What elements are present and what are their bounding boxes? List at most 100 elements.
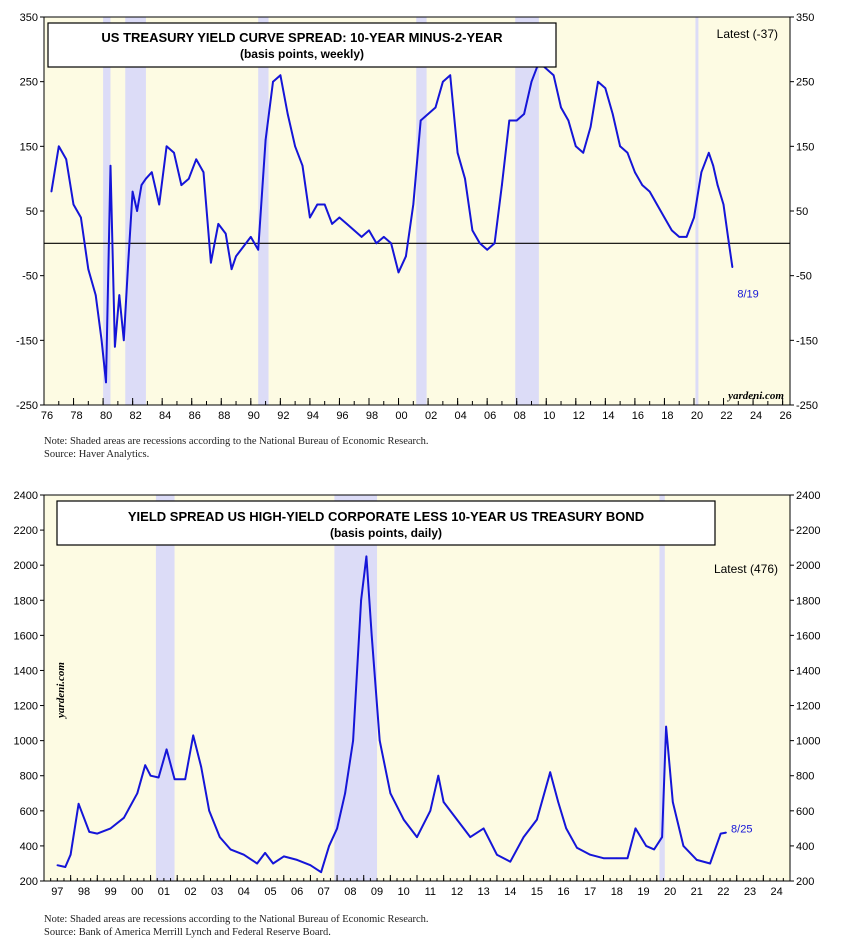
chart2-data-point	[109, 827, 112, 830]
chart1-note: Note: Shaded areas are recessions accord…	[44, 436, 429, 447]
chart2-data-point	[416, 836, 418, 838]
chart1-data-point	[131, 190, 134, 193]
chart1-x-tick-label: 14	[602, 410, 614, 422]
chart1-data-point	[323, 203, 326, 206]
chart1-latest-value: Latest (-37)	[717, 27, 778, 41]
chart1-data-point	[464, 177, 466, 180]
chart2-data-point	[616, 857, 618, 859]
chart1-y-tick-label-right: -50	[796, 271, 812, 283]
chart1-data-point	[158, 203, 161, 206]
chart1-data-point	[456, 152, 459, 154]
chart2-x-tick-label: 17	[584, 886, 596, 898]
chart1-data-point	[173, 152, 175, 154]
chart1-y-tick-label-left: -150	[16, 335, 38, 347]
chart1-data-point	[217, 223, 220, 225]
chart1-data-point	[501, 184, 503, 186]
chart2-data-point	[549, 771, 552, 774]
chart2-y-tick-label-left: 400	[20, 841, 38, 853]
chart2-data-point	[184, 778, 187, 781]
chart1-data-point	[136, 210, 138, 212]
chart2-note: Note: Shaded areas are recessions accord…	[44, 914, 429, 925]
chart1-data-point	[127, 261, 130, 264]
chart1-data-point	[597, 80, 599, 83]
chart1-x-tick-label: 24	[750, 410, 762, 422]
chart1-data-point	[523, 113, 525, 115]
chart1-data-point	[671, 229, 673, 232]
chart2-data-point	[123, 817, 125, 819]
chart1-data-point	[118, 294, 121, 296]
chart1-data-point	[663, 216, 666, 219]
chart1-data-point	[151, 171, 153, 173]
chart2-x-tick-label: 23	[744, 886, 756, 898]
chart2-data-point	[557, 801, 560, 803]
chart1-x-tick-label: 20	[691, 410, 703, 422]
chart1-x-tick-label: 26	[779, 410, 791, 422]
chart1-data-point	[87, 268, 90, 271]
chart2-end-date-label: 8/25	[731, 824, 752, 836]
chart1-data-point	[94, 294, 97, 296]
chart1-data-point	[471, 229, 474, 232]
chart2-x-tick-label: 99	[104, 886, 116, 898]
chart2-x-tick-label: 00	[131, 886, 143, 898]
chart2-data-point	[429, 810, 432, 812]
chart1-data-point	[294, 145, 296, 148]
chart1-data-point	[165, 145, 168, 148]
chart2-data-point	[360, 599, 362, 602]
chart1-data-point	[109, 164, 112, 167]
chart1-data-point	[712, 164, 714, 167]
chart2-data-point	[320, 871, 322, 874]
chart1-data-point	[731, 266, 734, 269]
chart2-data-point	[522, 836, 525, 838]
chart1-x-tick-label: 96	[336, 410, 348, 422]
chart1-data-point	[250, 236, 252, 238]
chart2-data-point	[653, 848, 655, 851]
chart1-data-point	[50, 190, 53, 193]
chart2-data-point	[336, 827, 338, 830]
chart2-data-point	[509, 860, 512, 863]
chart1-x-tick-label: 16	[632, 410, 644, 422]
chart2-y-tick-label-right: 2400	[796, 490, 820, 502]
chart1-recession-band	[515, 17, 539, 405]
chart1-data-point	[353, 229, 356, 232]
chart1-x-tick-label: 22	[720, 410, 732, 422]
chart1-data-point	[279, 74, 282, 76]
chart2-data-point	[602, 857, 605, 859]
chart2-watermark: yardeni.com	[55, 662, 67, 720]
chart1-x-tick-label: 12	[573, 410, 585, 422]
chart1-data-point	[180, 184, 183, 186]
chart1-data-point	[582, 152, 584, 154]
chart2-data-point	[192, 734, 194, 737]
chart2-y-tick-label-right: 1200	[796, 701, 820, 713]
chart1-data-point	[346, 223, 348, 225]
chart2-data-point	[157, 776, 160, 779]
chart2-data-point	[96, 832, 99, 835]
chart2-data-point	[296, 859, 298, 861]
chart1-data-point	[486, 249, 488, 251]
chart1-data-point	[611, 113, 614, 115]
chart1-data-point	[105, 381, 107, 384]
chart1-data-point	[707, 152, 710, 154]
chart1-data-point	[368, 229, 370, 232]
chart1-data-point	[235, 255, 237, 258]
chart1-y-tick-label-left: 350	[20, 12, 38, 24]
chart2-data-point	[634, 827, 637, 830]
chart2-data-point	[719, 832, 722, 835]
chart2-x-tick-label: 08	[344, 886, 356, 898]
chart1-source: Source: Haver Analytics.	[44, 449, 150, 460]
chart1-data-point	[530, 80, 533, 83]
chart1-x-tick-label: 02	[425, 410, 437, 422]
chart1-data-point	[72, 203, 75, 206]
chart1-x-tick-label: 04	[454, 410, 466, 422]
chart2-data-point	[665, 725, 667, 728]
chart1-y-tick-label-left: 250	[20, 77, 38, 89]
chart2-y-tick-label-right: 600	[796, 806, 814, 818]
chart1-data-point	[140, 184, 143, 186]
chart1-recession-band	[258, 17, 269, 405]
chart2-y-tick-label-left: 2400	[14, 490, 38, 502]
chart1-y-tick-label-right: -150	[796, 335, 818, 347]
chart1-data-point	[187, 177, 190, 180]
chart1-y-tick-label-right: 150	[796, 141, 814, 153]
chart1-x-tick-label: 86	[189, 410, 201, 422]
chart2-x-tick-label: 22	[717, 886, 729, 898]
